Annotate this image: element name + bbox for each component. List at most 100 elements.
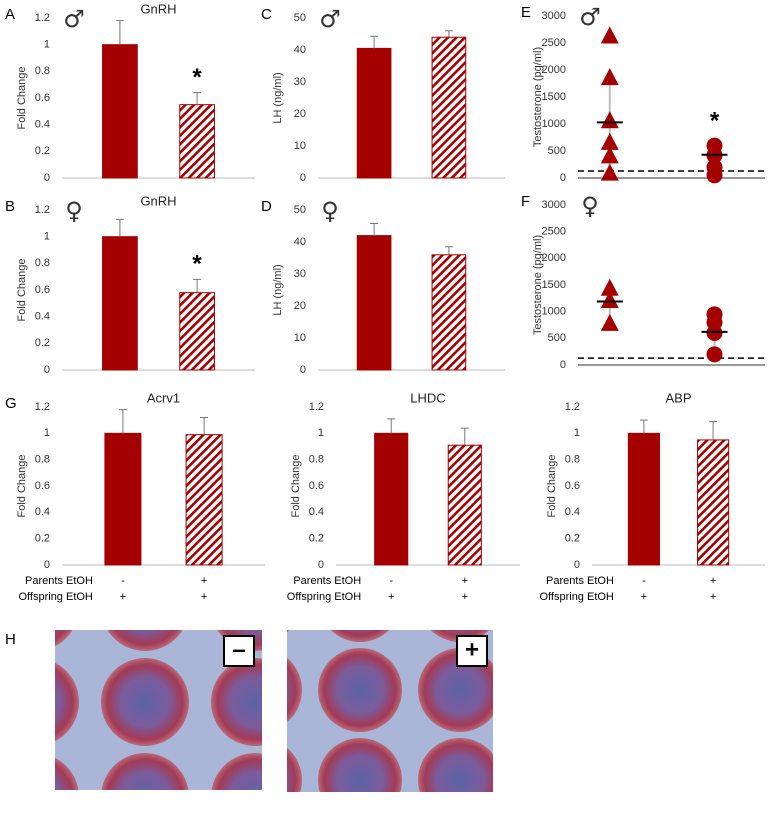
error-bar [709, 420, 718, 440]
bar [447, 444, 482, 566]
y-tick-label: 0.8 [35, 454, 50, 466]
bar [179, 292, 215, 371]
x-tick-label: - [389, 575, 393, 587]
y-tick-label: 1 [574, 427, 580, 439]
point [600, 278, 619, 296]
y-tick-label: 0.8 [35, 65, 50, 77]
error-bar [193, 278, 202, 293]
y-tick-label: 0.6 [35, 92, 50, 104]
image-label: – [232, 636, 245, 663]
row-label: Parents EtOH [25, 575, 93, 587]
y-tick-label: 10 [294, 332, 306, 344]
y-tick-label: 0 [300, 364, 306, 376]
point [600, 132, 619, 150]
chart-title: GnRH [140, 193, 176, 208]
panel-letter: A [5, 6, 15, 23]
point [600, 146, 619, 164]
error-bar [370, 222, 379, 236]
panel-letter: F [521, 193, 530, 210]
row-label: Parents EtOH [293, 575, 361, 587]
point [706, 325, 723, 341]
label-box [223, 635, 255, 667]
y-tick-label: 0.6 [35, 480, 50, 492]
sex-symbol: ♂ [319, 5, 341, 33]
bar [179, 104, 215, 179]
point [600, 291, 619, 308]
point [706, 167, 723, 184]
y-tick-label: 2000 [542, 252, 566, 264]
error-bar [444, 30, 453, 38]
panel-letter: B [5, 198, 15, 215]
significance: * [192, 64, 202, 91]
y-axis-label: Testosterone (pg/ml) [532, 47, 544, 147]
y-tick-label: 3000 [542, 199, 566, 211]
point [600, 68, 619, 86]
point [600, 26, 619, 44]
y-tick-label: 0.4 [35, 506, 50, 518]
error-bar [115, 218, 124, 237]
y-tick-label: 20 [294, 300, 306, 312]
label-box [456, 635, 488, 667]
significance: * [192, 251, 202, 278]
y-tick-label: 30 [294, 268, 306, 280]
image-label: + [465, 636, 479, 663]
y-axis-label: LH (ng/ml) [272, 72, 284, 123]
panel-letter: D [261, 198, 272, 215]
y-tick-label: 500 [548, 145, 566, 157]
panel-letter: H [5, 631, 16, 648]
y-tick-label: 0 [44, 172, 50, 184]
x-tick-label: + [462, 575, 468, 587]
error-bar [387, 418, 396, 434]
x-tick-label: + [201, 575, 207, 587]
y-tick-label: 0 [300, 172, 306, 184]
y-tick-label: 0.6 [565, 480, 580, 492]
y-tick-label: 0 [318, 559, 324, 571]
x-tick-label: - [642, 575, 646, 587]
y-tick-label: 50 [294, 12, 306, 24]
y-tick-label: 30 [294, 76, 306, 88]
chart-title: LHDC [410, 390, 445, 405]
y-tick-label: 0.2 [565, 533, 580, 545]
y-tick-label: 1500 [542, 279, 566, 291]
y-axis-label: LH (ng/ml) [272, 264, 284, 315]
x-tick-label: + [462, 591, 468, 603]
y-tick-label: 1 [318, 427, 324, 439]
sex-symbol: ♂ [63, 5, 85, 33]
y-tick-label: 40 [294, 236, 306, 248]
y-tick-label: 2500 [542, 226, 566, 238]
point [600, 111, 619, 129]
row-label: Offspring EtOH [19, 591, 93, 603]
row-label: Offspring EtOH [540, 591, 614, 603]
y-tick-label: 1.2 [35, 401, 50, 413]
chart-title: ABP [665, 390, 691, 405]
x-tick-label: + [641, 591, 647, 603]
bar [627, 432, 660, 566]
y-axis-label: Testosterone (pg/ml) [532, 235, 544, 335]
y-tick-label: 1000 [542, 306, 566, 318]
y-tick-label: 50 [294, 204, 306, 216]
y-tick-label: 0 [574, 559, 580, 571]
x-tick-label: + [120, 591, 126, 603]
y-tick-label: 1.2 [309, 401, 324, 413]
y-tick-label: 0.4 [565, 506, 580, 518]
y-axis-label: Fold Change [546, 455, 558, 518]
sex-symbol: ♀ [65, 197, 83, 225]
y-tick-label: 1 [44, 427, 50, 439]
y-tick-label: 1500 [542, 91, 566, 103]
y-tick-label: 40 [294, 44, 306, 56]
x-tick-label: + [710, 591, 716, 603]
bar [102, 44, 138, 179]
y-tick-label: 0.2 [35, 145, 50, 157]
panel-letter: G [5, 395, 17, 412]
x-tick-label: + [710, 575, 716, 587]
y-tick-label: 0.6 [309, 480, 324, 492]
sex-symbol: ♀ [321, 197, 339, 225]
y-tick-label: 2500 [542, 37, 566, 49]
sex-symbol: ♀ [581, 192, 599, 220]
y-tick-label: 0.2 [35, 337, 50, 349]
error-bar [460, 427, 469, 446]
error-bar [115, 20, 124, 45]
x-tick-label: + [201, 591, 207, 603]
bar [104, 432, 142, 566]
